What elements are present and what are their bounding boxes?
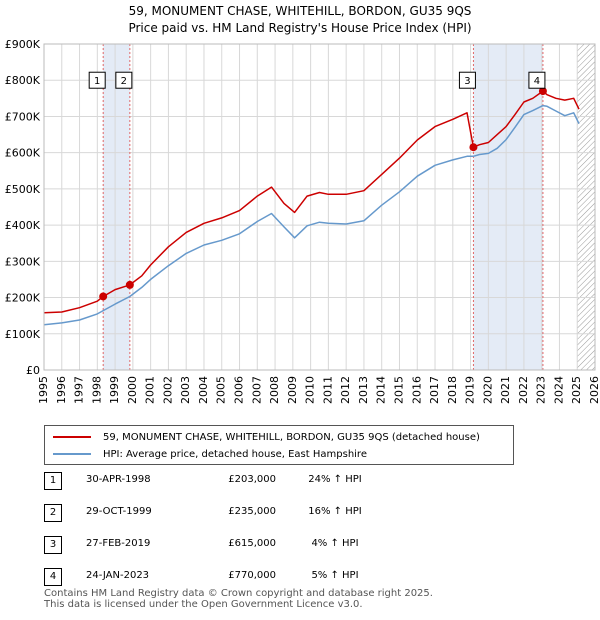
- sale-number: 4: [44, 568, 62, 586]
- x-tick-label: 2003: [179, 376, 192, 404]
- sale-number: 2: [44, 504, 62, 522]
- x-tick-label: 2022: [517, 376, 530, 404]
- x-tick-label: 2013: [357, 376, 370, 404]
- sale-price: £235,000: [228, 506, 276, 517]
- x-tick-label: 2007: [250, 376, 263, 404]
- x-tick-label: 1995: [37, 376, 50, 404]
- footer-line-1: Contains HM Land Registry data © Crown c…: [44, 588, 433, 599]
- x-tick-label: 1996: [55, 376, 68, 404]
- sale-label-box: [88, 71, 106, 89]
- chart-title: 59, MONUMENT CHASE, WHITEHILL, BORDON, G…: [128, 4, 472, 18]
- x-tick-label: 2024: [552, 376, 565, 404]
- legend-item-property: 59, MONUMENT CHASE, WHITEHILL, BORDON, G…: [53, 430, 480, 444]
- legend-label-property: 59, MONUMENT CHASE, WHITEHILL, BORDON, G…: [103, 431, 480, 443]
- sale-hpi-change: 16% ↑ HPI: [308, 506, 362, 517]
- legend-swatch-hpi: [53, 453, 91, 455]
- sale-hpi-change: 4% ↑ HPI: [311, 538, 359, 549]
- sale-label-number: 3: [464, 76, 470, 87]
- x-tick-label: 1997: [73, 376, 86, 404]
- sale-hpi-change: 24% ↑ HPI: [308, 474, 362, 485]
- price-chart: 1 2 3 4 £0 £100K £200K £300K £400K £500K £600K £70…: [5, 38, 600, 404]
- sale-point: [125, 280, 134, 289]
- y-tick-label: £700K: [5, 110, 41, 123]
- chart-legend: 59, MONUMENT CHASE, WHITEHILL, BORDON, G…: [44, 425, 514, 465]
- x-tick-label: 2025: [570, 376, 583, 404]
- sale-label-box: [528, 71, 546, 89]
- sale-price: £770,000: [228, 570, 276, 581]
- x-tick-label: 2005: [215, 376, 228, 404]
- footer-attribution: Contains HM Land Registry data © Crown c…: [44, 588, 433, 610]
- y-tick-label: £900K: [5, 38, 41, 51]
- legend-item-hpi: HPI: Average price, detached house, East…: [53, 447, 367, 461]
- y-tick-label: £300K: [5, 255, 41, 268]
- x-tick-label: 2023: [535, 376, 548, 404]
- y-tick-label: £200K: [5, 292, 41, 305]
- sale-price: £615,000: [228, 538, 276, 549]
- sale-number: 3: [44, 536, 62, 554]
- legend-label-hpi: HPI: Average price, detached house, East…: [103, 448, 367, 460]
- x-tick-label: 2016: [410, 376, 423, 404]
- x-tick-label: 2015: [392, 376, 405, 404]
- x-tick-label: 2019: [464, 376, 477, 404]
- x-tick-label: 2010: [304, 376, 317, 404]
- x-tick-label: 2018: [446, 376, 459, 404]
- x-tick-label: 2021: [499, 376, 512, 404]
- x-tick-label: 2000: [126, 376, 139, 404]
- x-tick-label: 1998: [90, 376, 103, 404]
- sale-period-shade: [103, 44, 130, 370]
- y-tick-label: £800K: [5, 74, 41, 87]
- sale-point: [469, 143, 478, 152]
- sale-hpi-change: 5% ↑ HPI: [311, 570, 359, 581]
- sale-row: 1 30-APR-1998 £203,000 24% ↑ HPI: [44, 472, 444, 490]
- x-tick-label: 2011: [321, 376, 334, 404]
- y-tick-label: £400K: [5, 219, 41, 232]
- property-series-line: [43, 90, 580, 314]
- legend-swatch-property: [53, 436, 91, 438]
- sale-price: £203,000: [228, 474, 276, 485]
- x-tick-label: 1999: [108, 376, 121, 404]
- sale-label-box: [458, 71, 476, 89]
- sale-date: 24-JAN-2023: [86, 570, 150, 581]
- y-tick-label: £100K: [5, 328, 41, 341]
- x-tick-label: 2002: [161, 376, 174, 404]
- x-tick-label: 2009: [286, 376, 299, 404]
- x-tick-label: 2001: [144, 376, 157, 404]
- sale-label-number: 4: [534, 76, 540, 87]
- x-tick-label: 2026: [588, 376, 600, 404]
- sale-label-number: 2: [121, 76, 127, 87]
- hpi-series-line: [43, 104, 580, 326]
- sale-number: 1: [44, 472, 62, 490]
- x-tick-label: 2012: [339, 376, 352, 404]
- forecast-hatch: [577, 44, 595, 370]
- x-tick-label: 2020: [481, 376, 494, 404]
- chart-subtitle: Price paid vs. HM Land Registry's House …: [128, 21, 472, 35]
- sale-date: 29-OCT-1999: [86, 506, 152, 517]
- sale-row: 4 24-JAN-2023 £770,000 5% ↑ HPI: [44, 568, 444, 586]
- sale-point: [99, 292, 108, 301]
- y-tick-label: £0: [26, 364, 40, 377]
- x-tick-label: 2017: [428, 376, 441, 404]
- y-tick-label: £600K: [5, 147, 41, 160]
- sale-date: 30-APR-1998: [86, 474, 151, 485]
- sale-label-box: [115, 71, 133, 89]
- x-tick-label: 2014: [375, 376, 388, 404]
- x-tick-label: 2006: [233, 376, 246, 404]
- y-tick-label: £500K: [5, 183, 41, 196]
- x-tick-label: 2004: [197, 376, 210, 404]
- sale-period-shade: [473, 44, 543, 370]
- sale-label-number: 1: [94, 76, 100, 87]
- sale-row: 2 29-OCT-1999 £235,000 16% ↑ HPI: [44, 504, 444, 522]
- sale-row: 3 27-FEB-2019 £615,000 4% ↑ HPI: [44, 536, 444, 554]
- footer-line-2: This data is licensed under the Open Gov…: [44, 599, 363, 610]
- plot-frame: [43, 43, 596, 371]
- x-tick-label: 2008: [268, 376, 281, 404]
- sale-date: 27-FEB-2019: [86, 538, 151, 549]
